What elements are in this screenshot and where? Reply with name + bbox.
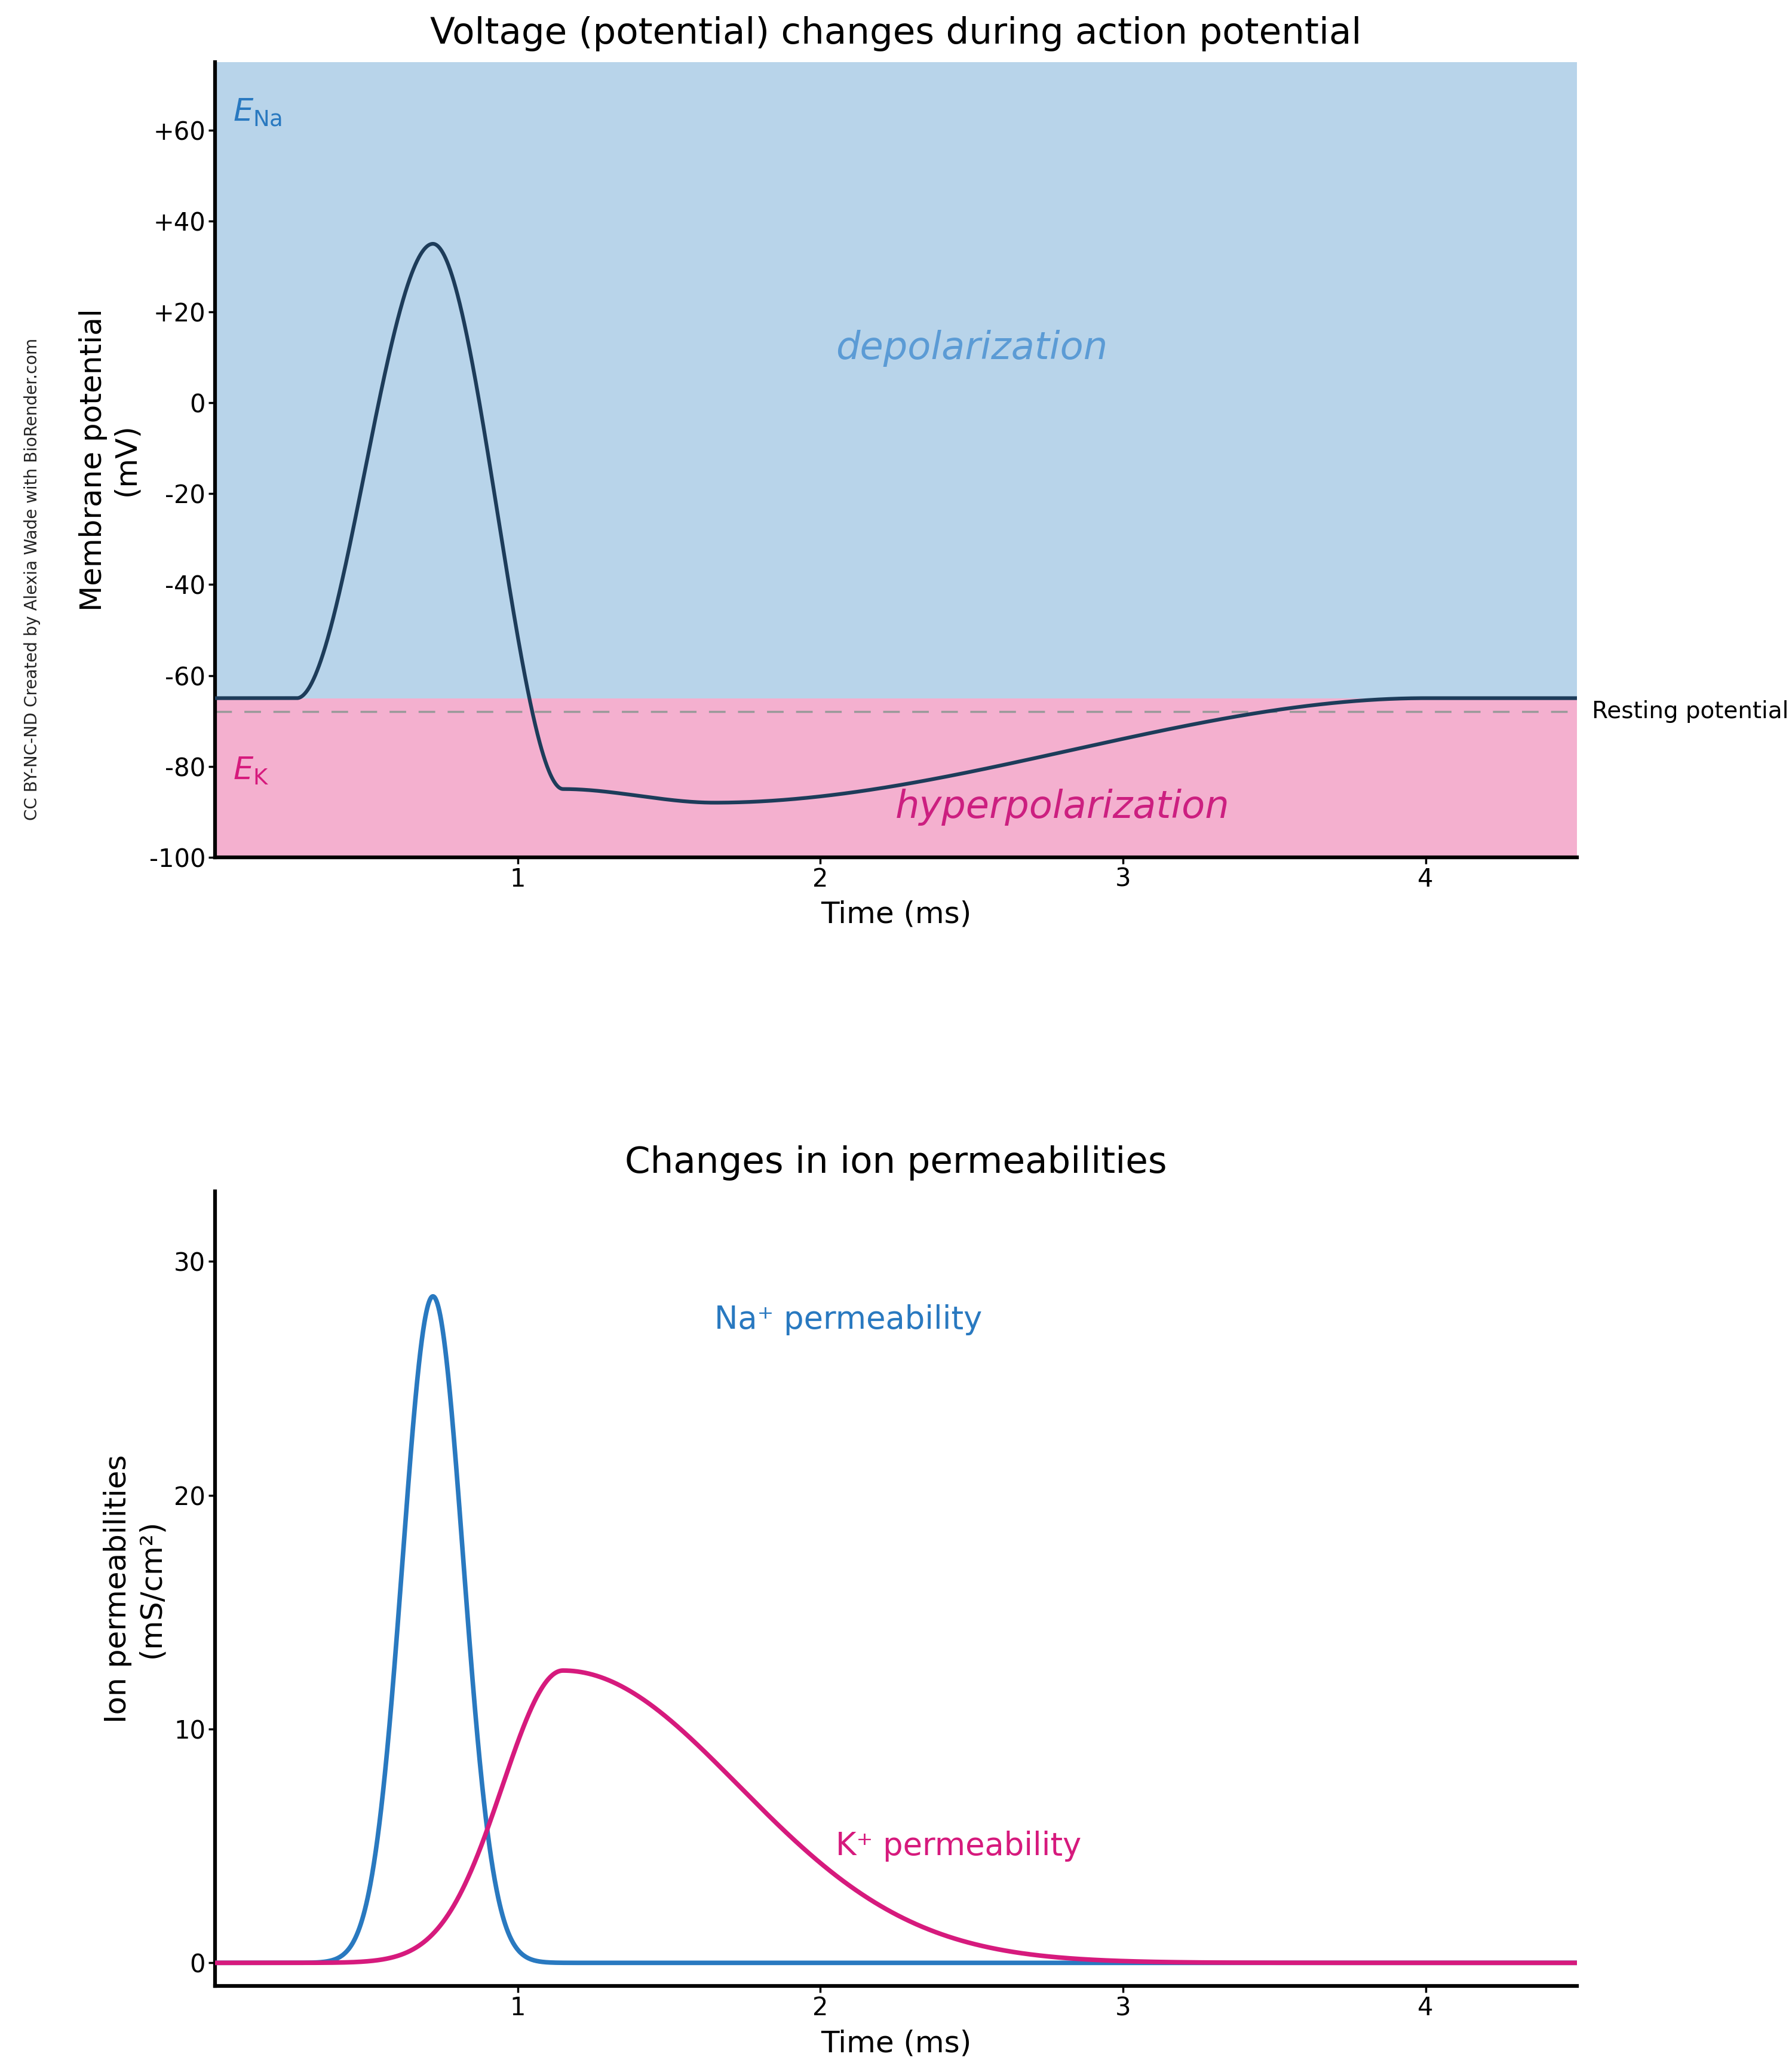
- X-axis label: Time (ms): Time (ms): [821, 900, 971, 929]
- Text: $\mathit{E}_{\mathrm{K}}$: $\mathit{E}_{\mathrm{K}}$: [233, 755, 269, 786]
- Text: K⁺ permeability: K⁺ permeability: [835, 1831, 1081, 1862]
- Text: depolarization: depolarization: [835, 329, 1107, 366]
- Title: Voltage (potential) changes during action potential: Voltage (potential) changes during actio…: [430, 17, 1362, 52]
- Title: Changes in ion permeabilities: Changes in ion permeabilities: [625, 1146, 1167, 1181]
- Text: Resting potential: Resting potential: [1591, 701, 1788, 724]
- Text: Na⁺ permeability: Na⁺ permeability: [715, 1303, 982, 1335]
- Bar: [215, 62, 1577, 697]
- Y-axis label: Membrane potential
(mV): Membrane potential (mV): [79, 308, 142, 610]
- Text: CC BY-NC-ND Created by Alexia Wade with BioRender.com: CC BY-NC-ND Created by Alexia Wade with …: [23, 337, 41, 821]
- X-axis label: Time (ms): Time (ms): [821, 2030, 971, 2059]
- Text: hyperpolarization: hyperpolarization: [896, 788, 1229, 826]
- Bar: [215, 697, 1577, 857]
- Text: $\mathit{E}_{\mathrm{Na}}$: $\mathit{E}_{\mathrm{Na}}$: [233, 97, 283, 128]
- Y-axis label: Ion permeabilities
(mS/cm²): Ion permeabilities (mS/cm²): [104, 1455, 165, 1723]
